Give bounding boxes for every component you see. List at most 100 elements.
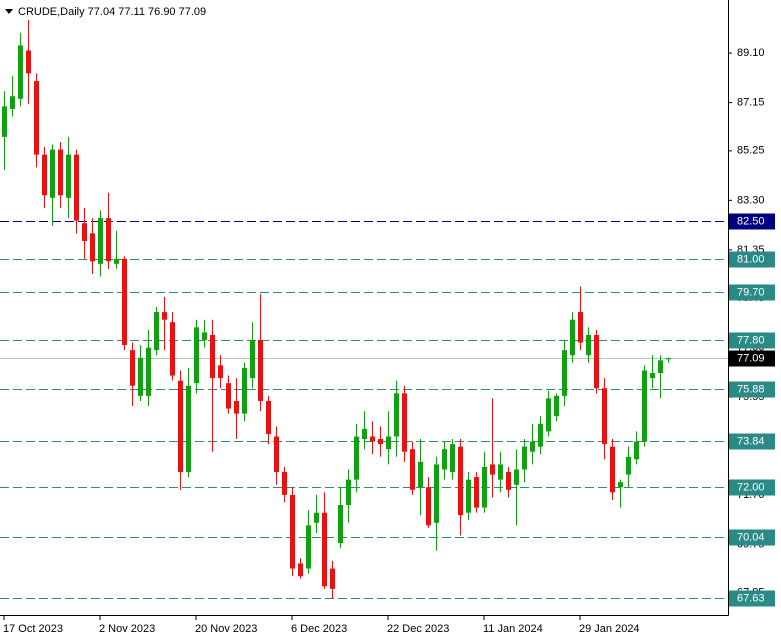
price-boxes-layer: 82.50 81.00 79.70 77.80 75.88 73.84 72.00 70.04… [729,213,775,607]
level-box [729,479,775,496]
candle-body [178,380,183,473]
x-tick-label: 6 Dec 2023 [291,623,347,635]
candle-body [338,505,343,544]
candle-body [530,441,535,452]
candle-body [354,436,359,480]
candle-body [594,334,599,389]
level-label: 82.50 [737,215,765,227]
candle-body [346,479,351,506]
candle-body [538,423,543,447]
candle-body [626,456,631,475]
candle-body [146,347,151,396]
candle-body [306,525,311,569]
y-tick-label: 87.15 [737,96,765,108]
menu-arrow [5,9,13,14]
current-price-box [729,350,775,367]
candle-body [258,340,263,401]
y-tick-label: 89.10 [737,47,765,59]
candle-body [138,357,143,396]
candle-body [578,312,583,343]
candle-body [314,512,319,523]
level-label: 75.88 [737,383,765,395]
candle-body [10,96,15,109]
x-tick-label: 20 Nov 2023 [195,623,257,635]
candle-body [514,469,519,485]
candle-body [322,512,327,587]
candle-body [466,479,471,513]
x-tick-label: 11 Jan 2024 [483,623,543,635]
candle-body [58,149,63,196]
candle-body [506,472,511,490]
current-price-label: 77.09 [737,352,765,364]
level-label: 73.84 [737,435,765,447]
candle-body [226,383,231,409]
level-box [729,529,775,546]
candle-body [298,563,303,577]
candle-body [282,472,287,495]
level-label: 79.70 [737,286,765,298]
candle-body [418,461,423,488]
level-label: 77.80 [737,334,765,346]
candle-body [82,223,87,241]
x-tick-label: 2 Nov 2023 [99,623,155,635]
candle-body [378,439,383,445]
candle-body [426,487,431,526]
candle-body [34,81,39,155]
x-tick-label: 29 Jan 2024 [579,623,640,635]
candle-body [474,477,479,508]
level-label: 70.04 [737,531,765,543]
candle-body [586,334,591,356]
candle-body [490,464,495,475]
x-tick-label: 22 Dec 2023 [387,623,449,635]
candle-body [602,388,607,445]
candle-body [362,428,367,440]
candle-body [2,106,7,137]
candle-body [242,367,247,414]
candle-body [290,494,295,569]
candle-body [202,332,207,341]
y-tick-label: 85.25 [737,145,765,157]
candle-body [650,373,655,379]
candle-body [330,568,335,589]
level-label: 67.63 [737,592,765,604]
candle-body [66,154,71,198]
level-label: 72.00 [737,481,765,493]
y-tick-label: 83.30 [737,194,765,206]
candle-body [50,149,55,198]
candle-body [266,400,271,434]
level-box [729,251,775,268]
candle-body [442,449,447,470]
candle-body [162,312,167,320]
candle-body [498,464,503,480]
candle-body [546,398,551,432]
candle-body [250,340,255,379]
candle-body [410,449,415,490]
level-box [729,213,775,230]
candle-body [370,436,375,442]
chart-header: CRUDE,Daily 77.04 77.11 76.90 77.09 [18,6,206,18]
candle-body [106,218,111,262]
candle-body [554,395,559,417]
level-box [729,433,775,450]
candle-body [658,360,663,374]
candle-body [274,436,279,473]
candle-body [394,393,399,437]
candle-body [434,464,439,523]
candle-body [618,482,623,488]
candle-body [114,258,119,264]
candle-body [450,444,455,473]
candle-body [130,350,135,386]
candles-layer [2,20,671,600]
level-label: 81.00 [737,253,765,265]
candle-body [482,466,487,508]
candle-body [522,446,527,470]
candle-body [186,385,191,473]
candle-body [170,322,175,376]
candle-body [42,154,47,196]
candle-body [194,327,199,384]
x-tick-label: 17 Oct 2023 [3,623,63,635]
candle-body [610,446,615,493]
level-box [729,332,775,349]
level-box [729,590,775,607]
